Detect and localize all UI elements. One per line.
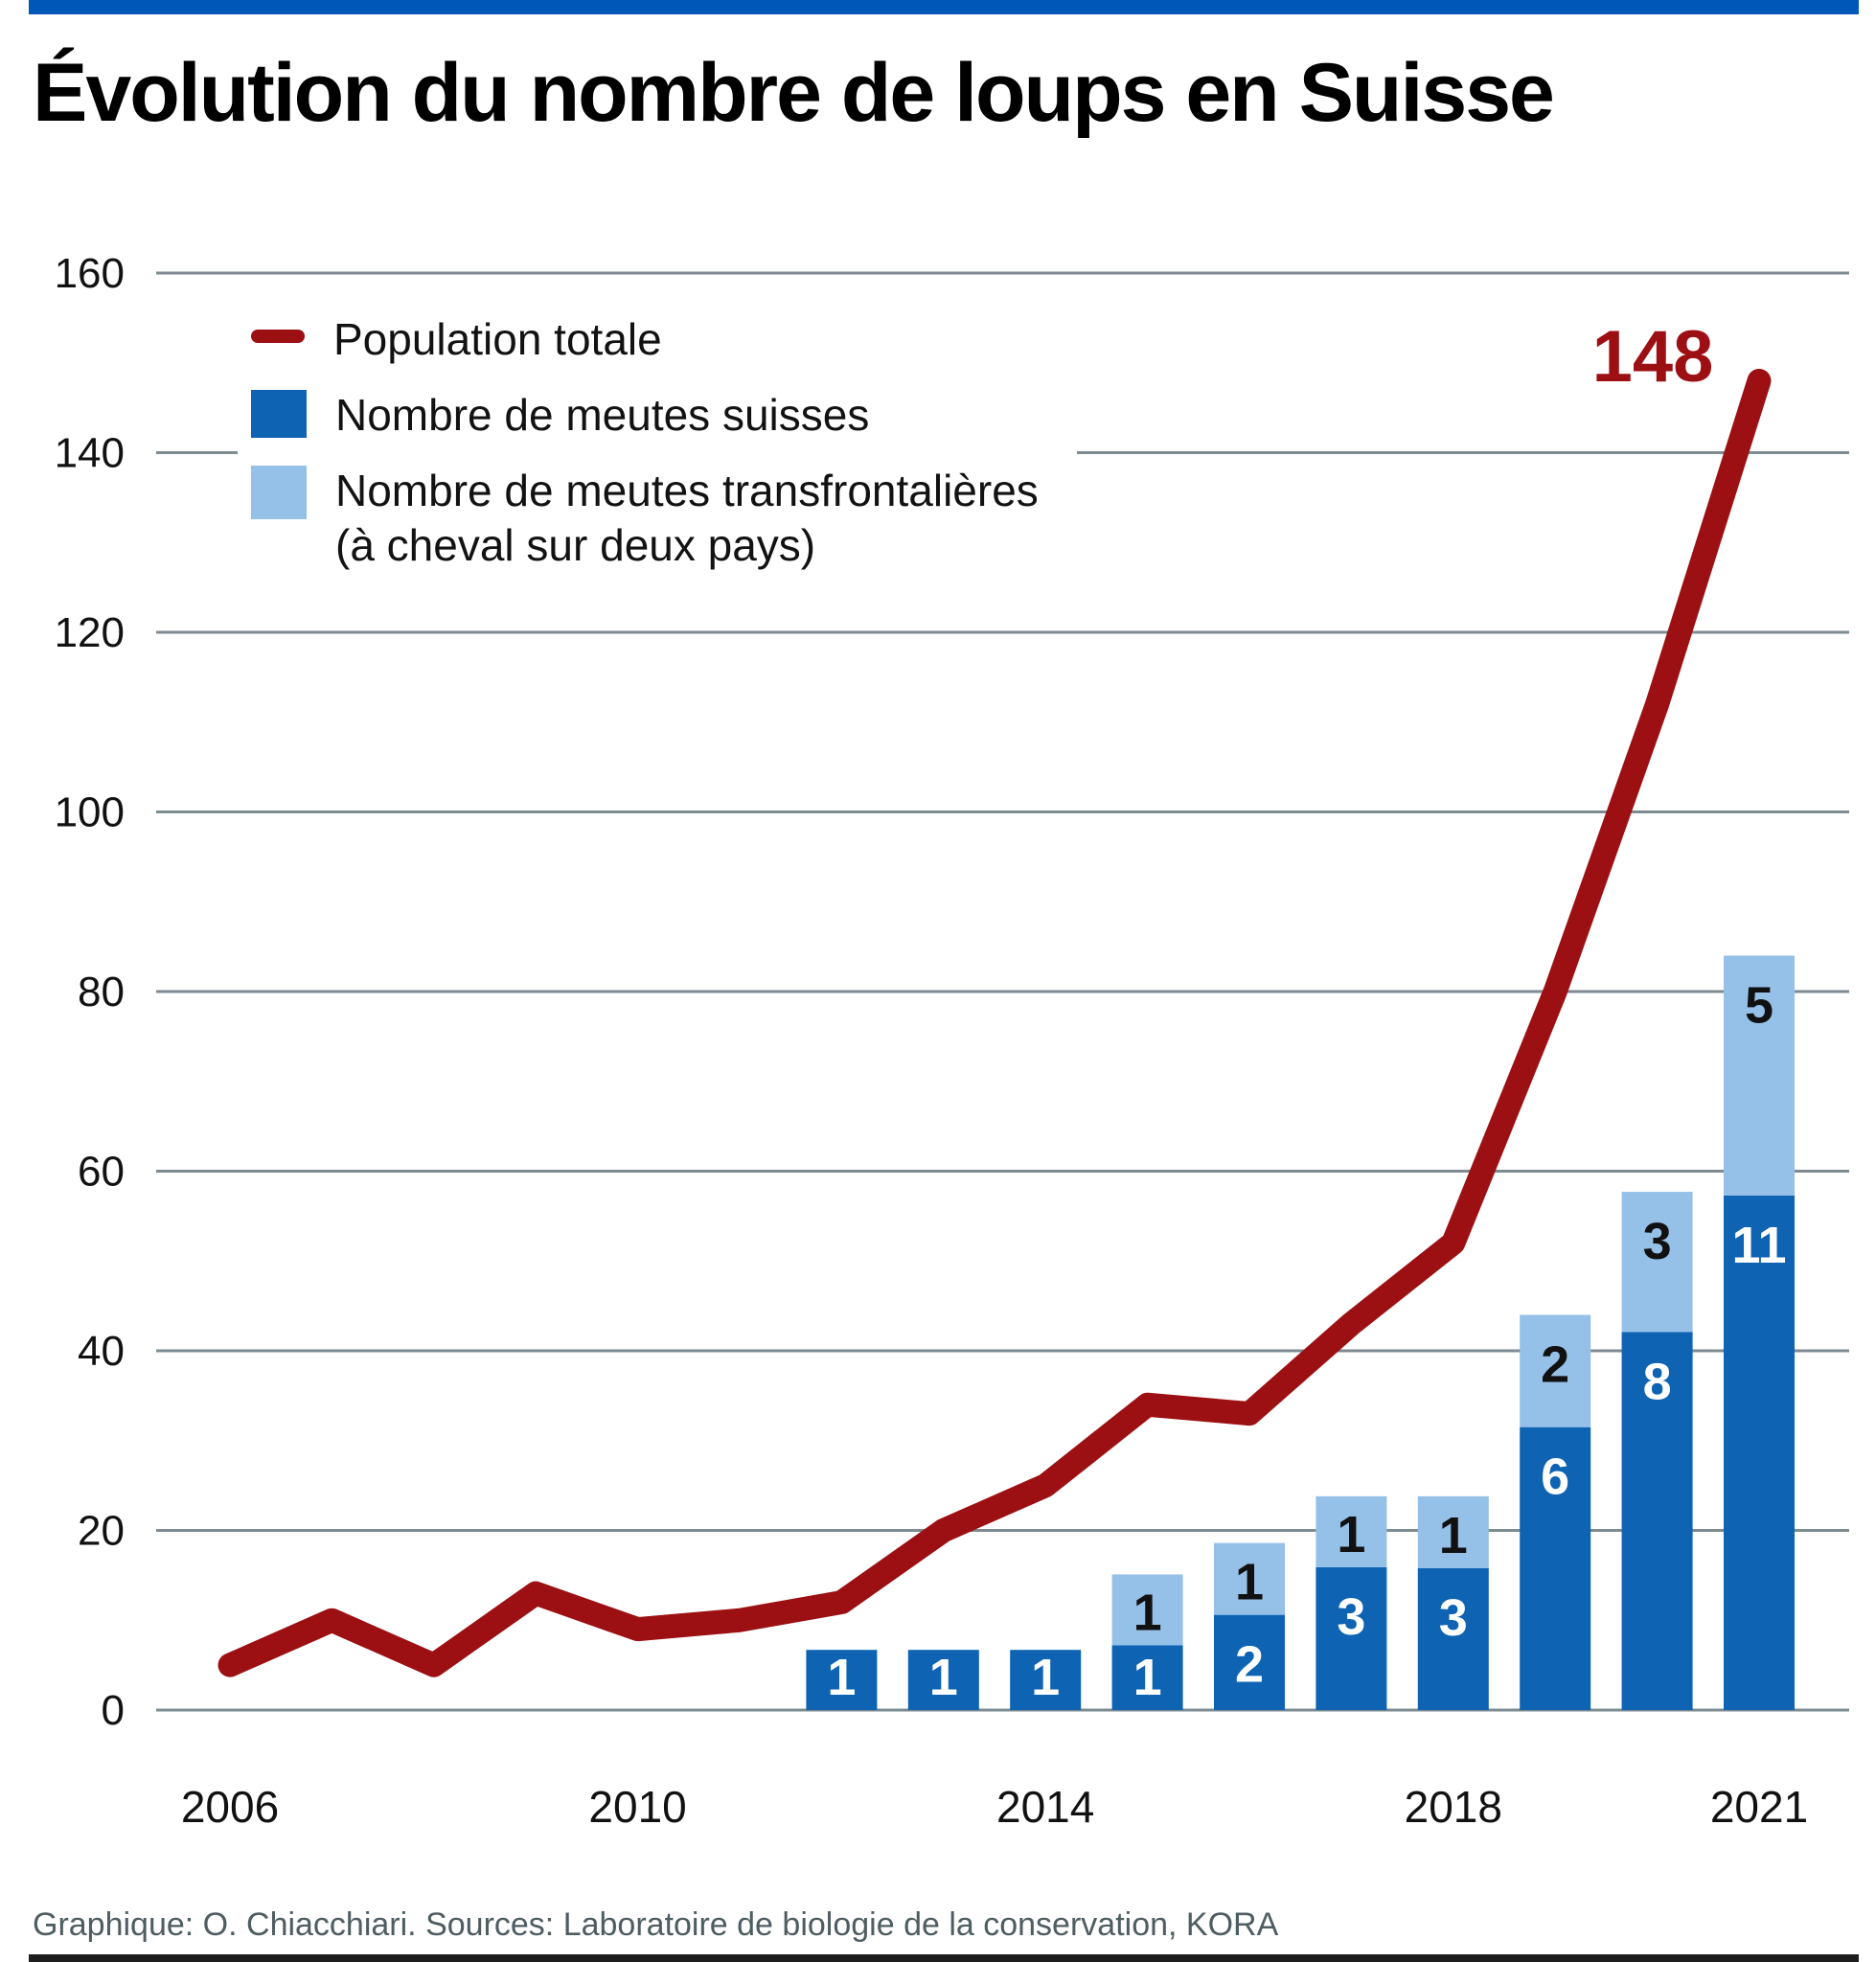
legend-label-swiss-packs: Nombre de meutes suisses [335, 390, 870, 440]
y-tick-label-40: 40 [78, 1328, 125, 1375]
bar-cross-count-2017: 1 [1337, 1506, 1365, 1563]
bar-cross-2016 [1214, 1542, 1285, 1615]
bar-swiss-2015 [1111, 1645, 1183, 1710]
legend-line-swatch-red [251, 330, 305, 343]
y-tick-label-120: 120 [55, 609, 125, 656]
population-total-line [217, 369, 1772, 1677]
x-tick-label-2021: 2021 [1710, 1782, 1808, 1832]
bar-swiss-count-2021: 11 [1731, 1217, 1786, 1274]
bar-cross-2018 [1417, 1495, 1489, 1568]
top-accent-bar [29, 0, 1859, 14]
legend-label-crossborder-packs: Nombre de meutes transfrontalières (à ch… [335, 464, 1039, 573]
bar-swiss-count-2018: 3 [1439, 1589, 1468, 1647]
x-tick-label-2006: 2006 [181, 1782, 279, 1832]
bar-swiss-2013 [907, 1650, 979, 1710]
x-tick-label-2014: 2014 [996, 1782, 1094, 1832]
legend-square-swatch-darkblue [251, 390, 307, 438]
chart-title: Évolution du nombre de loups en Suisse [33, 47, 1555, 139]
bar-cross-2017 [1315, 1495, 1387, 1567]
bottom-rule [29, 1954, 1859, 1962]
bar-cross-count-2020: 3 [1643, 1213, 1672, 1270]
bar-cross-2020 [1621, 1192, 1693, 1333]
bar-cross-2019 [1520, 1314, 1591, 1427]
bar-cross-count-2018: 1 [1439, 1507, 1468, 1564]
bar-swiss-2014 [1010, 1650, 1082, 1710]
y-tick-label-60: 60 [78, 1149, 125, 1196]
bar-swiss-count-2017: 3 [1337, 1588, 1365, 1646]
bar-cross-count-2016: 1 [1235, 1554, 1264, 1611]
x-tick-label-2018: 2018 [1405, 1782, 1502, 1832]
bar-swiss-count-2012: 1 [827, 1649, 856, 1706]
chart-legend: Population totale Nombre de meutes suiss… [238, 303, 1077, 582]
bar-cross-2015 [1111, 1574, 1183, 1646]
bar-swiss-2017 [1315, 1566, 1387, 1710]
y-tick-label-0: 0 [102, 1687, 125, 1734]
legend-label-crossborder-line1: Nombre de meutes transfrontalières [335, 466, 1039, 515]
bar-swiss-2016 [1214, 1614, 1285, 1710]
y-tick-label-80: 80 [78, 969, 125, 1015]
bar-swiss-count-2019: 6 [1541, 1449, 1569, 1506]
legend-label-population: Population totale [333, 314, 662, 364]
bar-cross-count-2019: 2 [1541, 1336, 1569, 1394]
bar-swiss-2021 [1724, 1195, 1795, 1710]
y-tick-label-140: 140 [55, 430, 125, 477]
line-end-value-label: 148 [1592, 316, 1714, 398]
bar-swiss-2019 [1520, 1426, 1591, 1710]
bar-swiss-2020 [1621, 1332, 1693, 1710]
legend-label-crossborder-line2: (à cheval sur deux pays) [335, 520, 816, 570]
bar-cross-count-2021: 5 [1745, 977, 1773, 1035]
bar-swiss-count-2013: 1 [929, 1649, 958, 1706]
legend-item-population: Population totale [251, 312, 1039, 367]
legend-item-crossborder-packs: Nombre de meutes transfrontalières (à ch… [251, 464, 1039, 573]
bar-swiss-count-2016: 2 [1235, 1636, 1264, 1694]
source-credit: Graphique: O. Chiacchiari. Sources: Labo… [33, 1906, 1279, 1943]
bar-cross-2021 [1724, 955, 1795, 1196]
legend-item-swiss-packs: Nombre de meutes suisses [251, 388, 1039, 443]
bar-swiss-count-2020: 8 [1643, 1353, 1672, 1410]
bar-swiss-count-2014: 1 [1031, 1649, 1060, 1706]
bar-swiss-2018 [1417, 1567, 1489, 1710]
y-tick-label-20: 20 [78, 1508, 125, 1555]
y-tick-label-160: 160 [55, 250, 125, 297]
bar-swiss-count-2015: 1 [1133, 1649, 1162, 1706]
y-tick-label-100: 100 [55, 789, 125, 836]
legend-square-swatch-lightblue [251, 466, 307, 519]
bar-swiss-2012 [806, 1650, 878, 1710]
bar-cross-count-2015: 1 [1133, 1585, 1162, 1642]
x-tick-label-2010: 2010 [588, 1782, 686, 1832]
